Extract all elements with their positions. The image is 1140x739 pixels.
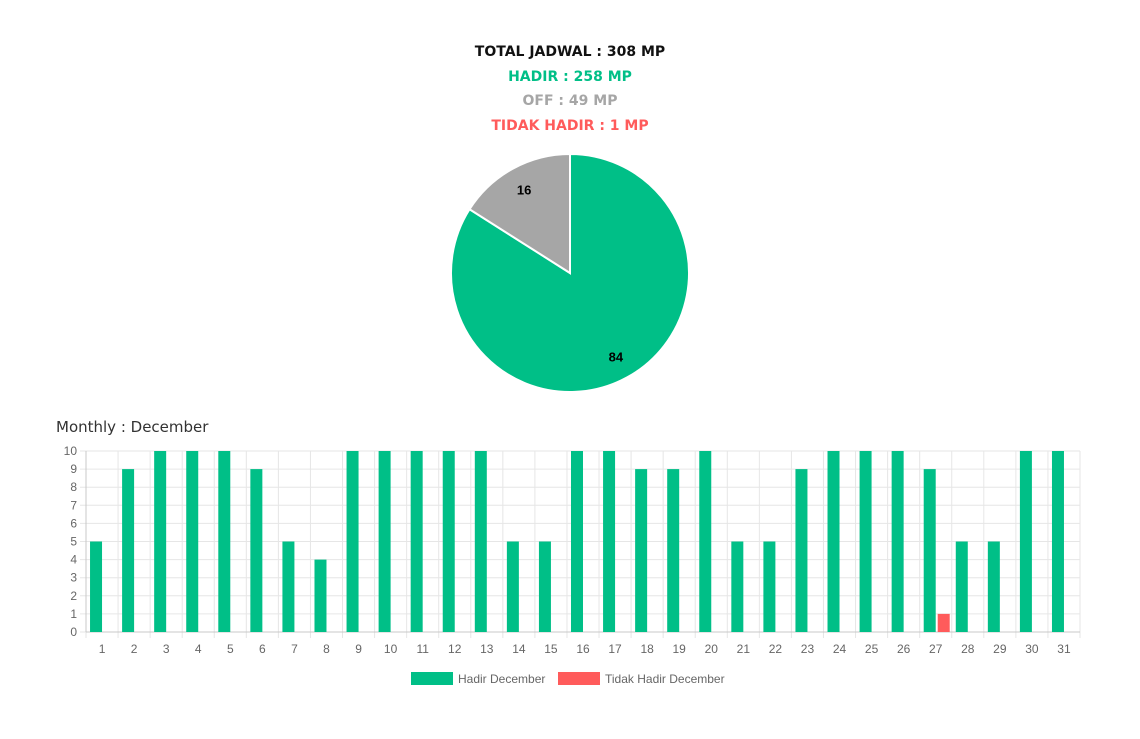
summary-block: TOTAL JADWAL : 308 MP HADIR : 258 MP OFF… [0, 40, 1140, 138]
x-tick-label: 10 [384, 642, 398, 656]
bar-hadir-day-20[interactable] [699, 451, 712, 632]
off-label: OFF : 49 MP [522, 93, 618, 110]
x-tick-label: 18 [640, 642, 654, 656]
y-tick-label: 1 [70, 607, 77, 621]
hadir-label: HADIR : 258 MP [508, 68, 632, 85]
x-tick-label: 24 [833, 642, 847, 656]
x-tick-label: 17 [608, 642, 622, 656]
x-tick-label: 22 [769, 642, 783, 656]
bar-hadir-day-11[interactable] [410, 451, 423, 632]
bar-hadir-day-12[interactable] [442, 451, 455, 632]
bar-hadir-day-31[interactable] [1051, 451, 1064, 632]
bar-hadir-day-25[interactable] [859, 451, 872, 632]
pie-data-label: 16 [517, 183, 531, 198]
x-tick-label: 30 [1025, 642, 1039, 656]
legend-swatch-hadir[interactable] [411, 672, 453, 685]
bar-hadir-day-2[interactable] [122, 469, 135, 632]
bar-hadir-day-18[interactable] [635, 469, 648, 632]
pie-data-label: 84 [609, 349, 624, 364]
x-tick-label: 21 [737, 642, 751, 656]
y-tick-label: 10 [64, 444, 78, 458]
bar-tidak-hadir-day-27[interactable] [937, 613, 950, 632]
bar-hadir-day-1[interactable] [90, 541, 103, 633]
x-tick-label: 1 [99, 642, 106, 656]
x-tick-label: 4 [195, 642, 202, 656]
bar-hadir-day-10[interactable] [378, 451, 391, 632]
x-tick-label: 8 [323, 642, 330, 656]
x-tick-label: 5 [227, 642, 234, 656]
bar-hadir-day-23[interactable] [795, 469, 808, 632]
y-tick-label: 9 [70, 462, 77, 476]
bar-hadir-day-7[interactable] [282, 541, 295, 633]
bar-hadir-day-28[interactable] [955, 541, 968, 633]
legend-label-tidak-hadir[interactable]: Tidak Hadir December [605, 672, 725, 686]
y-tick-label: 2 [70, 589, 77, 603]
x-tick-label: 12 [448, 642, 462, 656]
y-tick-label: 5 [70, 535, 77, 549]
bar-hadir-day-13[interactable] [474, 451, 487, 632]
x-tick-label: 14 [512, 642, 526, 656]
tidak-hadir-label: TIDAK HADIR : 1 MP [491, 117, 649, 134]
x-tick-label: 19 [673, 642, 687, 656]
x-tick-label: 9 [355, 642, 362, 656]
bar-hadir-day-8[interactable] [314, 559, 327, 632]
x-tick-label: 16 [576, 642, 590, 656]
legend-swatch-tidak-hadir[interactable] [558, 672, 600, 685]
bar-hadir-day-26[interactable] [891, 451, 904, 632]
y-tick-label: 0 [70, 625, 77, 639]
y-tick-label: 3 [70, 571, 77, 585]
bar-hadir-day-14[interactable] [506, 541, 519, 633]
y-tick-label: 8 [70, 480, 77, 494]
bar-hadir-day-21[interactable] [731, 541, 744, 633]
x-tick-label: 26 [897, 642, 911, 656]
bar-hadir-day-30[interactable] [1019, 451, 1032, 632]
bar-hadir-day-15[interactable] [538, 541, 551, 633]
x-tick-label: 6 [259, 642, 266, 656]
total-jadwal-label: TOTAL JADWAL : 308 MP [474, 44, 666, 60]
legend-label-hadir[interactable]: Hadir December [458, 672, 545, 686]
monthly-title: Monthly : December [56, 418, 209, 436]
x-tick-label: 11 [416, 642, 429, 656]
bar-hadir-day-16[interactable] [571, 451, 583, 632]
attendance-pie-chart: 84 16 [450, 152, 690, 393]
bar-hadir-day-6[interactable] [250, 469, 263, 632]
x-tick-label: 28 [961, 642, 975, 656]
y-tick-label: 7 [70, 498, 77, 512]
x-tick-label: 31 [1057, 642, 1071, 656]
bar-hadir-day-9[interactable] [346, 451, 359, 632]
x-tick-label: 27 [929, 642, 943, 656]
bar-hadir-day-22[interactable] [763, 541, 776, 633]
y-tick-label: 6 [70, 516, 77, 530]
x-tick-label: 15 [544, 642, 558, 656]
bar-hadir-day-5[interactable] [218, 451, 231, 632]
bar-hadir-day-29[interactable] [987, 541, 1000, 633]
y-tick-label: 4 [70, 553, 77, 567]
x-tick-label: 13 [480, 642, 494, 656]
pie-slice-off[interactable] [468, 152, 571, 275]
x-tick-label: 29 [993, 642, 1007, 656]
x-tick-label: 2 [131, 642, 138, 656]
bar-hadir-day-4[interactable] [186, 451, 199, 632]
x-tick-label: 25 [865, 642, 879, 656]
x-tick-label: 23 [801, 642, 815, 656]
x-tick-label: 20 [705, 642, 719, 656]
bar-hadir-day-17[interactable] [603, 451, 616, 632]
bar-hadir-day-3[interactable] [154, 451, 167, 632]
bar-hadir-day-27[interactable] [923, 469, 936, 632]
bar-hadir-day-24[interactable] [827, 451, 840, 632]
x-tick-label: 3 [163, 642, 170, 656]
x-tick-label: 7 [291, 642, 298, 656]
bar-hadir-day-19[interactable] [667, 469, 680, 632]
